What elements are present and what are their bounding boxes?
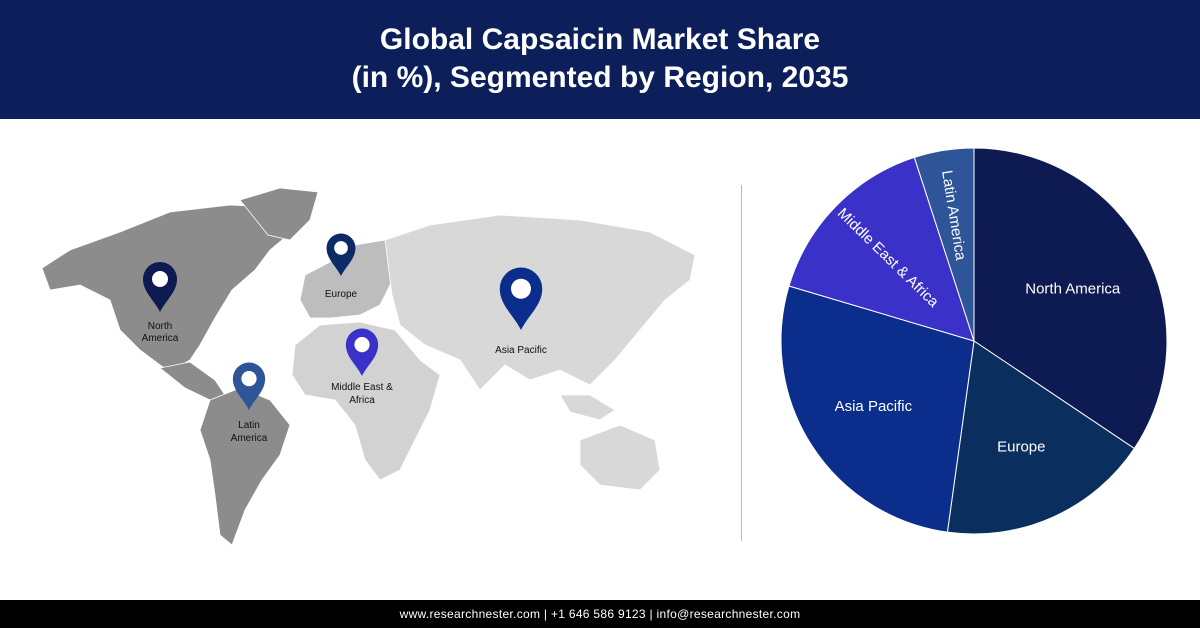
map-pin-asia-pacific	[499, 267, 543, 330]
pie-label: North America	[1025, 280, 1121, 297]
greenland-shape	[239, 187, 319, 241]
pin-dot	[241, 371, 257, 387]
map-pin-latin-america	[232, 362, 266, 410]
pin-label: Middle East &	[331, 382, 393, 393]
pin-label: Europe	[325, 289, 358, 300]
pin-label: Asia Pacific	[495, 345, 547, 356]
map-pin-icon	[232, 362, 266, 410]
pie-label: Asia Pacific	[835, 398, 913, 415]
title-line-1: Global Capsaicin Market Share	[379, 23, 821, 56]
pie-slice-middle-east-africa	[788, 156, 975, 342]
pin-label: America	[231, 433, 268, 444]
pie-slice-europe	[946, 340, 1136, 535]
central-america-shape	[159, 361, 226, 401]
chart-title: Global Capsaicin Market Share (in %), Se…	[0, 0, 1200, 119]
map-pin-north-america	[143, 262, 177, 312]
pie-slice-asia-pacific	[780, 285, 975, 533]
footer-contact: www.researchnester.com | +1 646 586 9123…	[0, 600, 1200, 628]
pin-dot	[334, 241, 348, 255]
map-pin-icon	[326, 233, 356, 276]
africa-shape	[291, 321, 441, 481]
pie-slice-latin-america	[913, 147, 975, 342]
title-line-2: (in %), Segmented by Region, 2035	[351, 61, 849, 94]
pie-label: Europe	[997, 439, 1045, 456]
pin-label: Africa	[349, 395, 375, 406]
southeast-asia-shape	[559, 394, 616, 421]
map-pin-middle-east-africa	[345, 328, 379, 376]
divider	[741, 185, 742, 541]
pin-dot	[152, 271, 168, 287]
map-pin-icon	[345, 328, 379, 376]
pin-label: Latin	[238, 420, 260, 431]
south-america-shape	[199, 387, 291, 546]
map-pin-europe	[326, 233, 356, 276]
map-continents	[41, 187, 696, 546]
pin-label: America	[142, 333, 179, 344]
asia-shape	[384, 214, 696, 391]
australia-shape	[579, 424, 661, 491]
pin-dot	[511, 278, 531, 299]
pin-label: North	[148, 321, 172, 332]
pie-slice-north-america	[973, 147, 1168, 450]
pin-dot	[354, 337, 370, 353]
